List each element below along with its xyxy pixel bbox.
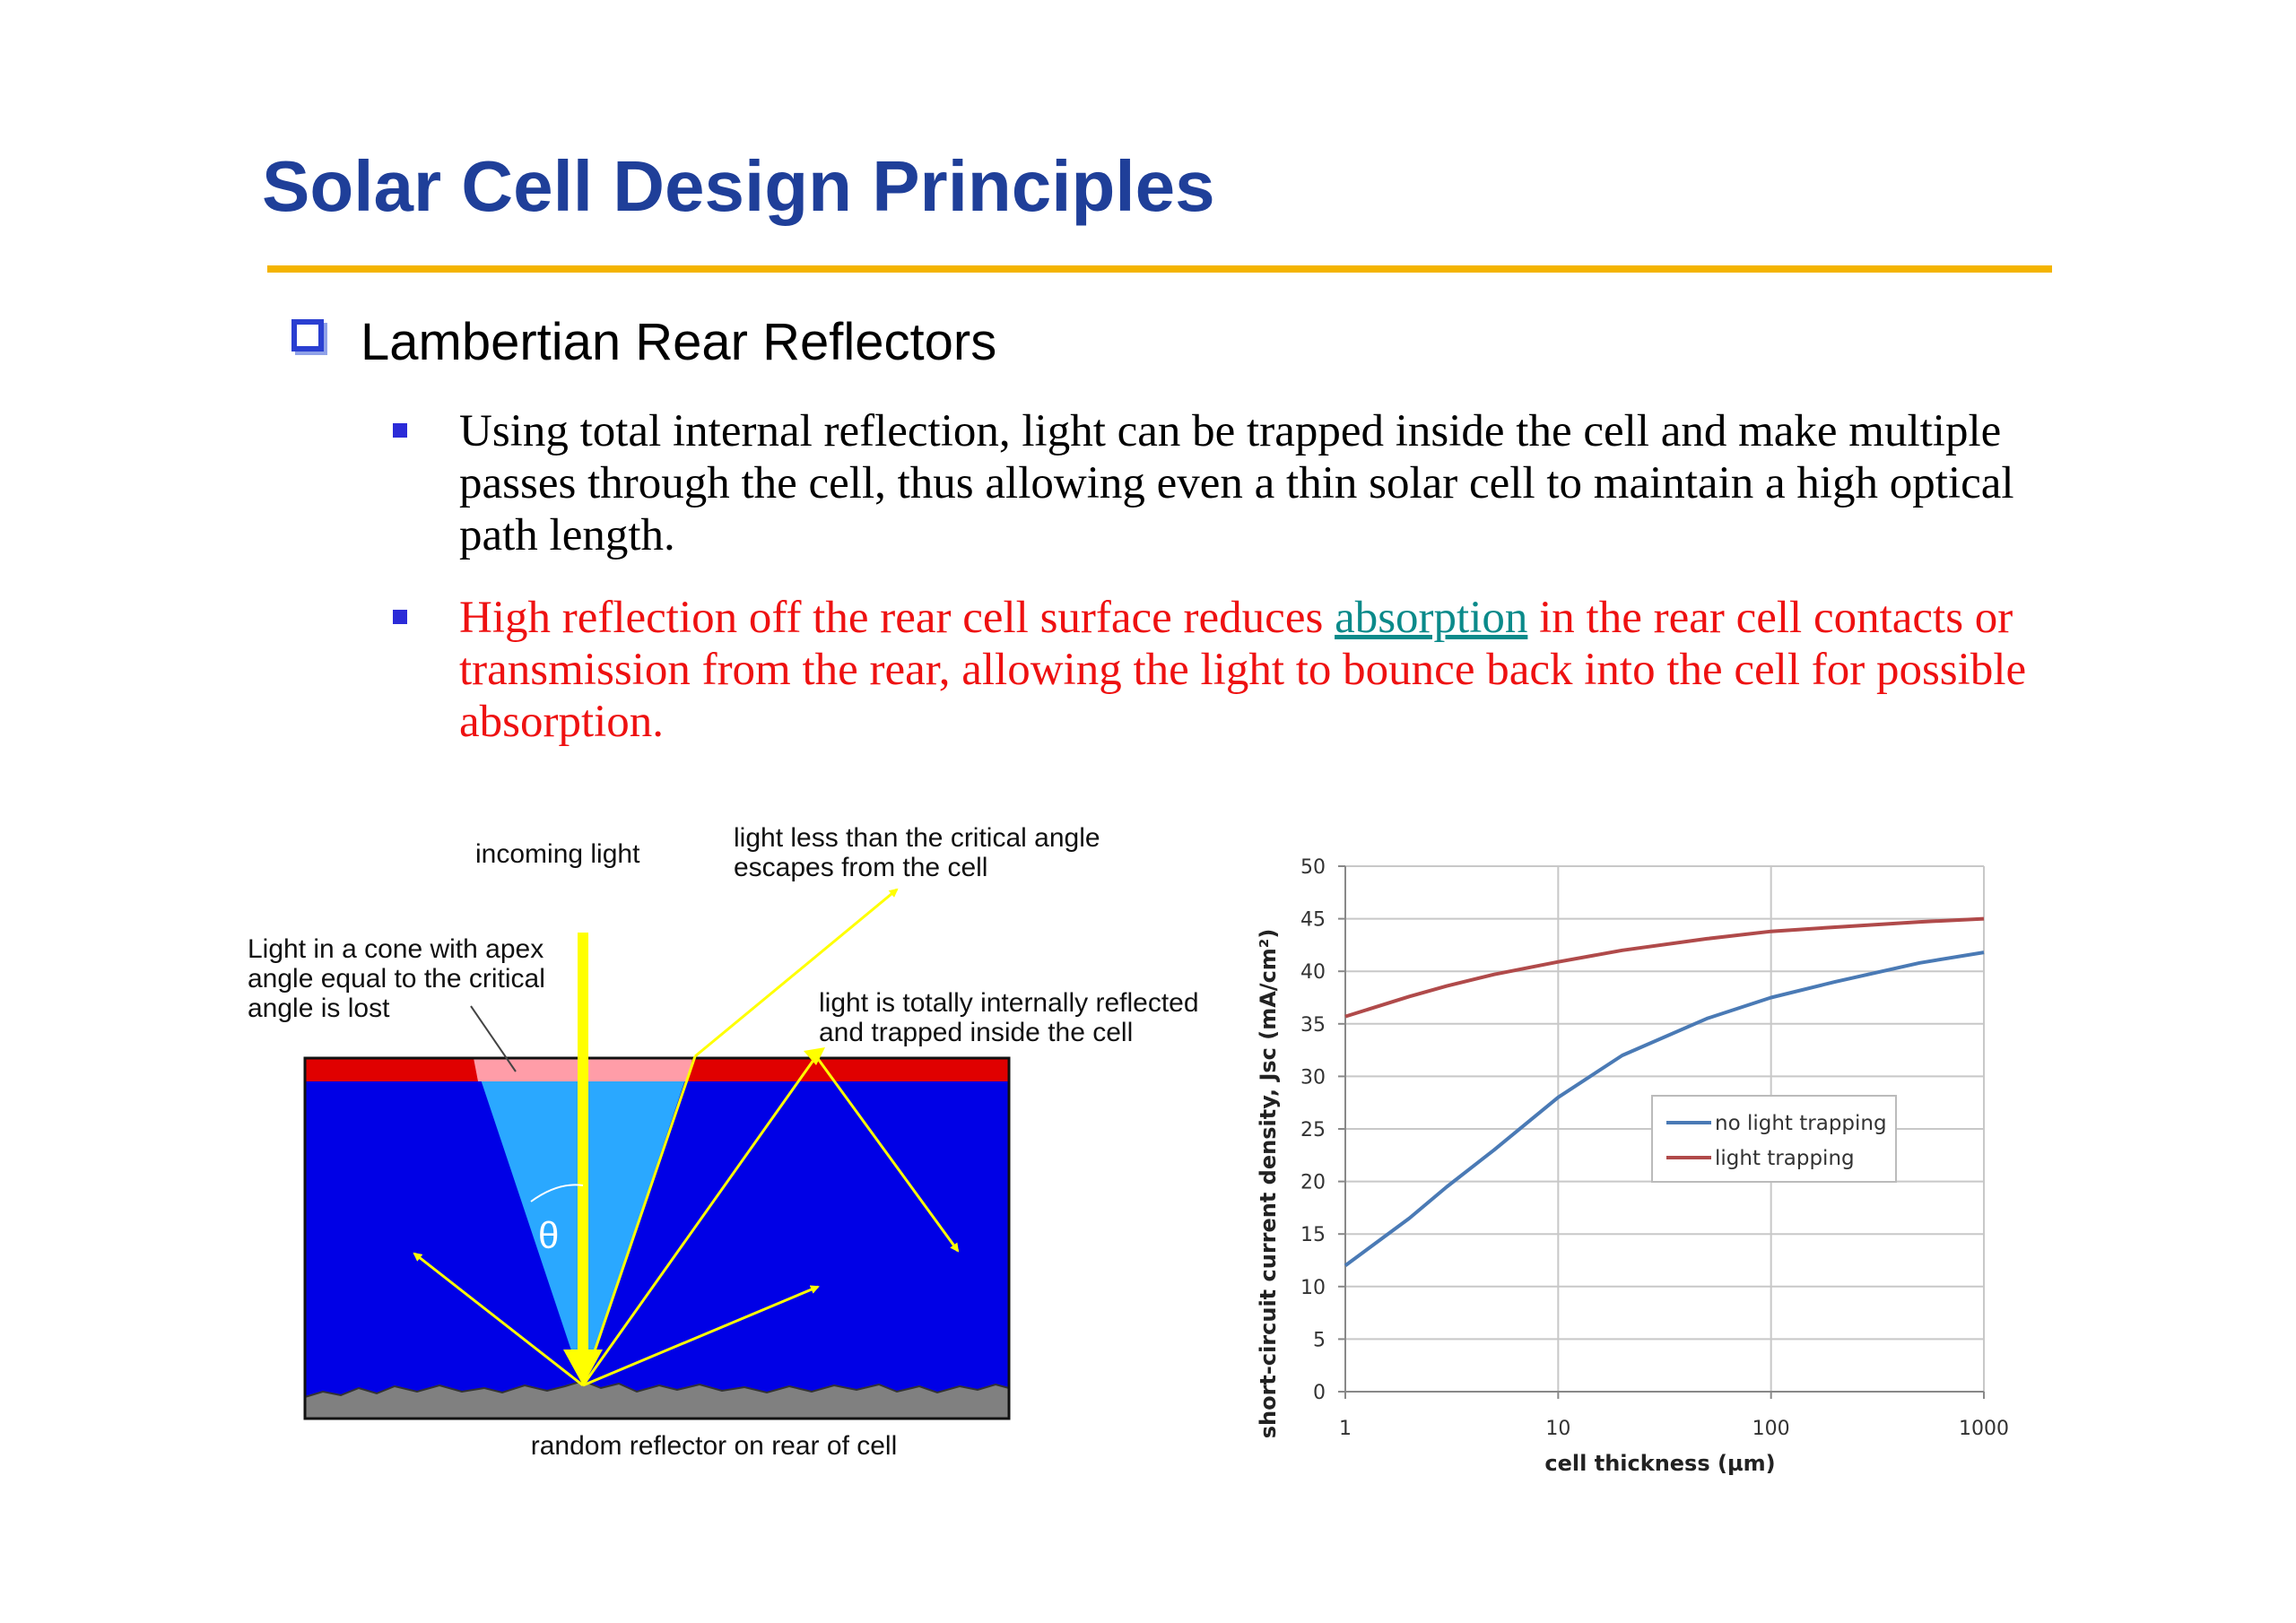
escape-ray <box>581 1055 697 1386</box>
y-tick-label: 20 <box>1300 1172 1326 1194</box>
y-tick-label: 10 <box>1300 1277 1326 1299</box>
escape-label-line-1: light less than the critical angle <box>734 823 1100 853</box>
cone-label-line-2: angle equal to the critical <box>248 964 545 994</box>
bullet-square-icon <box>393 610 407 624</box>
scatter-ray <box>582 1285 820 1387</box>
y-tick-label: 50 <box>1300 856 1326 879</box>
tir-ray <box>581 1055 818 1386</box>
light-trapping-diagram: θ incoming light light less than the cri… <box>248 823 1199 1461</box>
tir-label-line-2: and trapped inside the cell <box>819 1018 1133 1047</box>
bullet-text: High reflection off the rear cell surfac… <box>459 592 2100 748</box>
bullet-square-icon <box>393 423 407 438</box>
angle-arc <box>530 1184 584 1202</box>
x-axis-label: cell thickness (µm) <box>1544 1451 1775 1476</box>
legend-entry: light trapping <box>1715 1147 1855 1170</box>
escape-ray <box>694 888 899 1058</box>
surface-arrowhead <box>804 1047 825 1065</box>
slide-title: Solar Cell Design Principles <box>262 146 1215 226</box>
escape-label-line-2: escapes from the cell <box>734 853 987 882</box>
tir-ray <box>814 1055 960 1253</box>
series-line-no-light-trapping <box>1344 950 1985 1268</box>
y-tick-label: 40 <box>1300 961 1326 984</box>
absorption-link[interactable]: absorption <box>1335 593 1528 643</box>
rear-reflector <box>304 1379 1010 1419</box>
title-underline <box>267 265 2052 273</box>
y-tick-label: 35 <box>1300 1014 1326 1037</box>
legend-entry: no light trapping <box>1715 1112 1887 1135</box>
y-tick-label: 30 <box>1300 1066 1326 1089</box>
legend-box <box>1651 1095 1897 1183</box>
chart-axes <box>1338 865 1985 1399</box>
series-line-light-trapping <box>1344 916 1985 1019</box>
x-tick-label: 100 <box>1752 1418 1790 1440</box>
bullet-text-part: in the rear cell contacts or transmissio… <box>459 593 2027 747</box>
x-tick-label: 1 <box>1339 1418 1352 1440</box>
cone-label-line-3: angle is lost <box>248 994 390 1023</box>
y-tick-label: 5 <box>1313 1329 1326 1351</box>
cone-label-line-1: Light in a cone with apex <box>248 934 544 964</box>
bullet-text-part: High reflection off the rear cell surfac… <box>459 593 1335 643</box>
tir-label-line-1: light is totally internally reflected <box>819 988 1199 1018</box>
incoming-light-label: incoming light <box>475 839 640 869</box>
section-heading: Lambertian Rear Reflectors <box>361 313 997 371</box>
x-tick-label: 10 <box>1545 1418 1570 1440</box>
chart-series <box>1344 916 1985 1268</box>
y-tick-label: 15 <box>1300 1224 1326 1246</box>
y-tick-label: 25 <box>1300 1119 1326 1141</box>
theta-label: θ <box>538 1214 559 1256</box>
jsc-vs-thickness-chart: 0 5 10 15 20 25 30 35 40 45 50 1 10 100 1000 cell thic… <box>1256 856 2009 1476</box>
chart-legend: no light trapping light trapping <box>1651 1095 1897 1183</box>
x-tick-label: 1000 <box>1959 1418 2009 1440</box>
hollow-square-icon <box>291 319 324 352</box>
scatter-ray <box>413 1252 584 1387</box>
reflector-label: random reflector on rear of cell <box>531 1431 898 1461</box>
chart-tick-labels: 0 5 10 15 20 25 30 35 40 45 50 1 10 100 1000 <box>1300 856 2009 1440</box>
cone-leader-line <box>470 1005 517 1072</box>
y-tick-label: 45 <box>1300 909 1326 932</box>
bullet-text: Using total internal reflection, light c… <box>459 406 2014 560</box>
y-axis-label: short-circuit current density, Jsc (mA/c… <box>1256 929 1281 1439</box>
y-tick-label: 0 <box>1313 1382 1326 1404</box>
